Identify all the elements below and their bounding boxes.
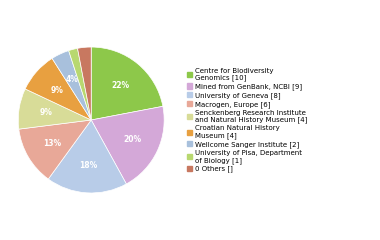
Wedge shape [48,120,126,193]
Wedge shape [78,47,91,120]
Text: 4%: 4% [65,75,78,84]
Text: 13%: 13% [43,138,61,148]
Wedge shape [19,120,91,179]
Wedge shape [25,58,91,120]
Wedge shape [52,51,91,120]
Text: 22%: 22% [111,81,129,90]
Wedge shape [91,106,164,184]
Wedge shape [91,47,163,120]
Text: 18%: 18% [79,161,98,170]
Text: 9%: 9% [51,86,64,95]
Text: 9%: 9% [40,108,53,117]
Legend: Centre for Biodiversity
Genomics [10], Mined from GenBank, NCBI [9], University : Centre for Biodiversity Genomics [10], M… [186,67,308,173]
Text: 20%: 20% [123,135,141,144]
Wedge shape [18,89,91,129]
Wedge shape [69,48,91,120]
